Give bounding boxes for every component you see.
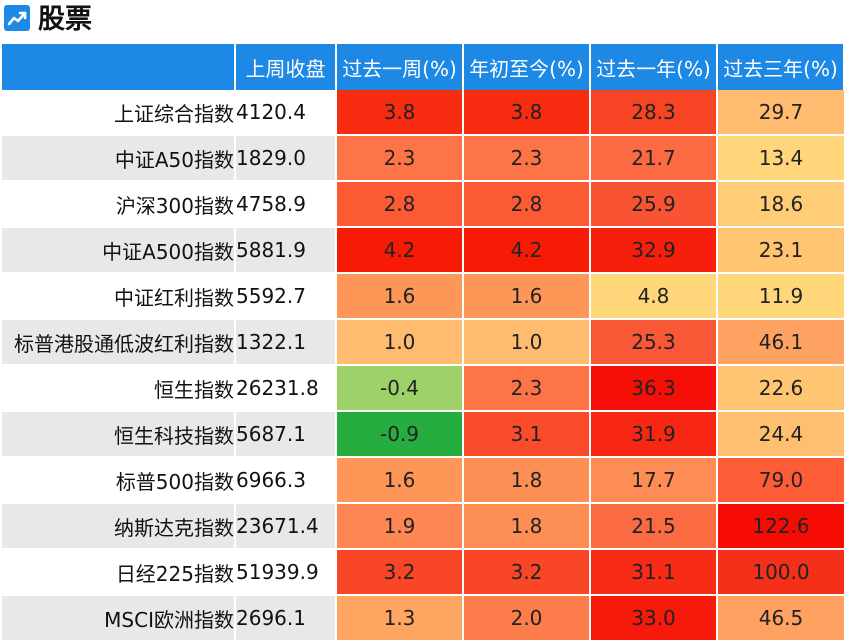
one-year-change-cell: 33.0	[589, 595, 717, 642]
one-year-change-cell: 28.3	[589, 90, 717, 136]
three-year-change-cell: 100.0	[716, 549, 844, 596]
column-header-name	[2, 44, 236, 90]
three-year-change-cell: 122.6	[716, 503, 844, 550]
one-year-change-cell: 32.9	[589, 227, 717, 274]
three-year-change-cell: 13.4	[716, 135, 844, 182]
one-year-change-cell: 21.5	[589, 503, 717, 550]
table-row: 中证红利指数 5592.7 1.6 1.6 4.8 11.9	[2, 273, 844, 320]
week-change-cell: -0.4	[335, 365, 463, 412]
close-value-cell: 51939.9	[234, 549, 336, 596]
week-change-cell: 1.9	[335, 503, 463, 550]
three-year-change-cell: 46.1	[716, 319, 844, 366]
three-year-change-cell: 79.0	[716, 457, 844, 504]
ytd-change-cell: 1.8	[462, 503, 590, 550]
ytd-change-cell: 1.0	[462, 319, 590, 366]
index-name-cell: MSCI欧洲指数	[2, 595, 235, 642]
table-row: 标普500指数 6966.3 1.6 1.8 17.7 79.0	[2, 457, 844, 504]
close-value-cell: 2696.1	[234, 595, 336, 642]
week-change-cell: -0.9	[335, 411, 463, 458]
column-header-close: 上周收盘	[235, 44, 337, 90]
three-year-change-cell: 23.1	[716, 227, 844, 274]
week-change-cell: 1.0	[335, 319, 463, 366]
table-row: 纳斯达克指数 23671.4 1.9 1.8 21.5 122.6	[2, 503, 844, 550]
ytd-change-cell: 2.3	[462, 135, 590, 182]
week-change-cell: 3.8	[335, 90, 463, 136]
ytd-change-cell: 3.8	[462, 90, 590, 136]
close-value-cell: 5592.7	[234, 273, 336, 320]
close-value-cell: 1829.0	[234, 135, 336, 182]
ytd-change-cell: 3.1	[462, 411, 590, 458]
three-year-change-cell: 11.9	[716, 273, 844, 320]
three-year-change-cell: 24.4	[716, 411, 844, 458]
index-name-cell: 恒生指数	[2, 365, 235, 412]
close-value-cell: 5881.9	[234, 227, 336, 274]
index-name-cell: 中证红利指数	[2, 273, 235, 320]
column-header-3y: 过去三年(%)	[717, 44, 845, 90]
close-value-cell: 26231.8	[234, 365, 336, 412]
ytd-change-cell: 4.2	[462, 227, 590, 274]
index-name-cell: 标普500指数	[2, 457, 235, 504]
close-value-cell: 23671.4	[234, 503, 336, 550]
table-row: 恒生指数 26231.8 -0.4 2.3 36.3 22.6	[2, 365, 844, 412]
one-year-change-cell: 17.7	[589, 457, 717, 504]
close-value-cell: 4120.4	[234, 90, 336, 136]
index-name-cell: 恒生科技指数	[2, 411, 235, 458]
close-value-cell: 1322.1	[234, 319, 336, 366]
table-row: 标普港股通低波红利指数 1322.1 1.0 1.0 25.3 46.1	[2, 319, 844, 366]
one-year-change-cell: 36.3	[589, 365, 717, 412]
three-year-change-cell: 29.7	[716, 90, 844, 136]
ytd-change-cell: 2.8	[462, 181, 590, 228]
table-header-row: 上周收盘 过去一周(%) 年初至今(%) 过去一年(%) 过去三年(%)	[2, 44, 845, 90]
trend-chart-icon	[4, 5, 30, 31]
close-value-cell: 4758.9	[234, 181, 336, 228]
column-header-week: 过去一周(%)	[336, 44, 464, 90]
table-row: MSCI欧洲指数 2696.1 1.3 2.0 33.0 46.5	[2, 595, 844, 642]
close-value-cell: 5687.1	[234, 411, 336, 458]
close-value-cell: 6966.3	[234, 457, 336, 504]
week-change-cell: 1.6	[335, 457, 463, 504]
table-row: 恒生科技指数 5687.1 -0.9 3.1 31.9 24.4	[2, 411, 844, 458]
column-header-1y: 过去一年(%)	[590, 44, 718, 90]
column-header-ytd: 年初至今(%)	[463, 44, 591, 90]
section-header: 股票	[0, 0, 851, 42]
index-name-cell: 中证A50指数	[2, 135, 235, 182]
one-year-change-cell: 31.1	[589, 549, 717, 596]
ytd-change-cell: 1.8	[462, 457, 590, 504]
table-row: 日经225指数 51939.9 3.2 3.2 31.1 100.0	[2, 549, 844, 596]
ytd-change-cell: 2.0	[462, 595, 590, 642]
index-name-cell: 沪深300指数	[2, 181, 235, 228]
week-change-cell: 4.2	[335, 227, 463, 274]
week-change-cell: 2.3	[335, 135, 463, 182]
index-name-cell: 纳斯达克指数	[2, 503, 235, 550]
one-year-change-cell: 4.8	[589, 273, 717, 320]
ytd-change-cell: 1.6	[462, 273, 590, 320]
week-change-cell: 1.3	[335, 595, 463, 642]
three-year-change-cell: 18.6	[716, 181, 844, 228]
one-year-change-cell: 25.3	[589, 319, 717, 366]
ytd-change-cell: 2.3	[462, 365, 590, 412]
page-title: 股票	[38, 4, 92, 35]
week-change-cell: 3.2	[335, 549, 463, 596]
three-year-change-cell: 46.5	[716, 595, 844, 642]
three-year-change-cell: 22.6	[716, 365, 844, 412]
one-year-change-cell: 25.9	[589, 181, 717, 228]
ytd-change-cell: 3.2	[462, 549, 590, 596]
table-row: 上证综合指数 4120.4 3.8 3.8 28.3 29.7	[2, 90, 844, 136]
index-name-cell: 日经225指数	[2, 549, 235, 596]
stock-index-table: 上周收盘 过去一周(%) 年初至今(%) 过去一年(%) 过去三年(%) 上证综…	[2, 44, 845, 642]
index-name-cell: 中证A500指数	[2, 227, 235, 274]
table-row: 中证A500指数 5881.9 4.2 4.2 32.9 23.1	[2, 227, 844, 274]
index-name-cell: 上证综合指数	[2, 90, 235, 136]
week-change-cell: 2.8	[335, 181, 463, 228]
week-change-cell: 1.6	[335, 273, 463, 320]
one-year-change-cell: 21.7	[589, 135, 717, 182]
table-row: 中证A50指数 1829.0 2.3 2.3 21.7 13.4	[2, 135, 844, 182]
one-year-change-cell: 31.9	[589, 411, 717, 458]
table-row: 沪深300指数 4758.9 2.8 2.8 25.9 18.6	[2, 181, 844, 228]
index-name-cell: 标普港股通低波红利指数	[2, 319, 235, 366]
